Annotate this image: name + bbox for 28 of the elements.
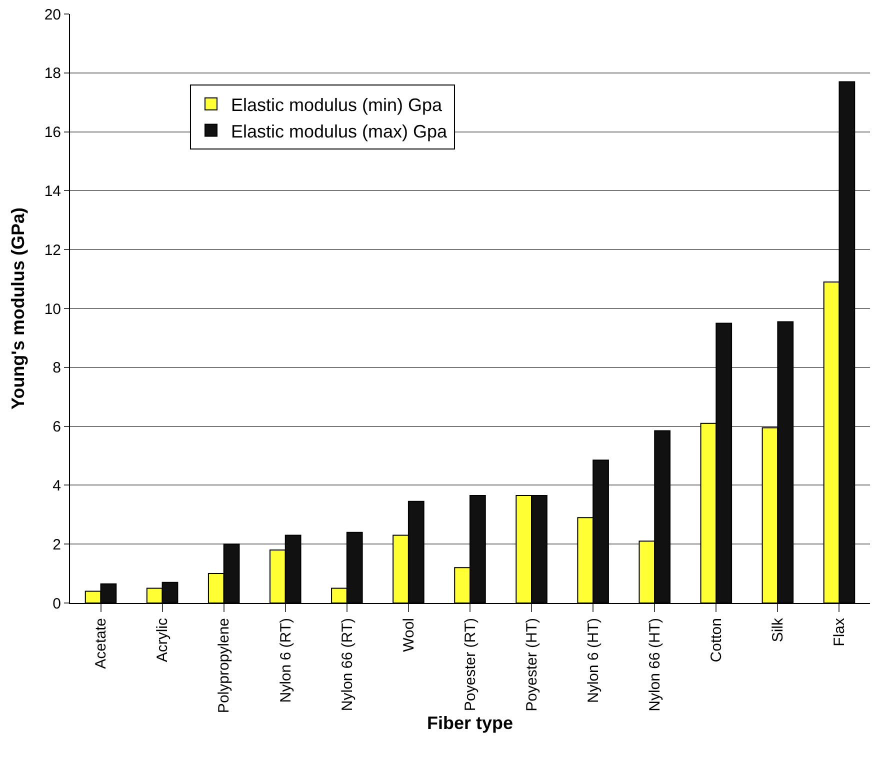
x-tick-label: Poyester (HT)	[523, 618, 540, 712]
x-axis-title: Fiber type	[426, 713, 514, 734]
x-tick-label: Nylon 66 (RT)	[338, 618, 356, 712]
x-tick-label: Polypropylene	[216, 618, 233, 714]
y-tick-label: 4	[52, 477, 61, 494]
legend-label: Elastic modulus (max) Gpa	[231, 121, 448, 142]
x-tick-label: Silk	[770, 618, 787, 642]
y-tick-label: 12	[44, 242, 61, 259]
x-tick-label: Acetate	[92, 618, 110, 669]
y-tick-label: 20	[44, 6, 61, 24]
y-axis-title: Young's modulus (GPa)	[8, 208, 28, 410]
y-tick-label: 2	[52, 536, 61, 554]
x-tick-label: Acrylic	[154, 618, 172, 662]
x-tick-label: Nylon 6 (HT)	[584, 618, 602, 704]
y-tick-label: 0	[52, 595, 61, 612]
legend-label: Elastic modulus (min) Gpa	[231, 94, 444, 115]
x-tick-label: Wool	[400, 618, 418, 652]
y-tick-label: 10	[44, 300, 61, 318]
y-tick-label: 14	[44, 182, 61, 200]
x-tick-label: Poyester (RT)	[462, 618, 479, 712]
x-tick-label: Nylon 66 (HT)	[646, 618, 664, 712]
y-tick-label: 16	[44, 124, 61, 142]
x-tick-label: Flax	[831, 618, 848, 646]
x-tick-label: Cotton	[708, 618, 726, 662]
y-tick-label: 6	[52, 418, 61, 436]
y-tick-label: 8	[52, 360, 61, 377]
y-tick-label: 18	[44, 65, 61, 82]
x-tick-label: Nylon 6 (RT)	[277, 618, 294, 703]
